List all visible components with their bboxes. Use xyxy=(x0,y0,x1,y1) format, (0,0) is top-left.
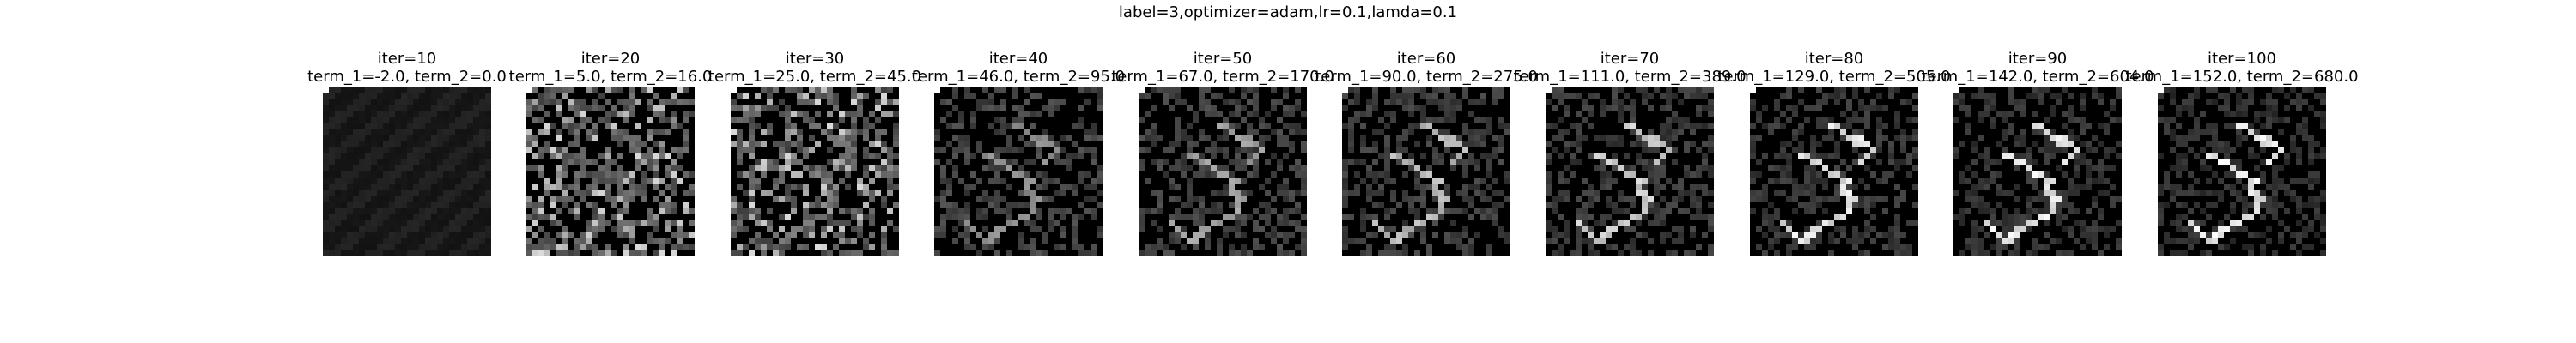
figure-suptitle: label=3,optimizer=adam,lr=0.1,lamda=0.1 xyxy=(1118,3,1458,21)
panel-iter-label: iter=30 xyxy=(785,50,845,68)
heatmap-image xyxy=(526,87,695,256)
panel-terms-label: term_1=142.0, term_2=604.0 xyxy=(1921,68,2154,86)
panel-terms-label: term_1=5.0, term_2=16.0 xyxy=(508,68,713,86)
heatmap-image xyxy=(934,87,1103,256)
panel-iter-90: iter=90 term_1=142.0, term_2=604.0 xyxy=(1921,0,2154,343)
heatmap-image xyxy=(1342,87,1510,256)
panel-iter-label: iter=80 xyxy=(1804,50,1864,68)
heatmap-image xyxy=(1546,87,1714,256)
panel-iter-label: iter=100 xyxy=(2208,50,2276,68)
heatmap-image xyxy=(2158,87,2326,256)
panel-terms-label: term_1=111.0, term_2=389.0 xyxy=(1513,68,1747,86)
panel-terms-label: term_1=67.0, term_2=170.0 xyxy=(1111,68,1334,86)
panel-iter-10: iter=10 term_1=-2.0, term_2=0.0 xyxy=(307,0,507,343)
panel-title: iter=30 term_1=25.0, term_2=45.0 xyxy=(679,50,951,86)
panel-terms-label: term_1=-2.0, term_2=0.0 xyxy=(307,68,507,86)
heatmap-image xyxy=(731,87,899,256)
panel-terms-label: term_1=152.0, term_2=680.0 xyxy=(2125,68,2359,86)
panel-iter-label: iter=40 xyxy=(988,50,1048,68)
panel-iter-label: iter=70 xyxy=(1600,50,1660,68)
panel-terms-label: term_1=46.0, term_2=95.0 xyxy=(911,68,1126,86)
panel-iter-label: iter=60 xyxy=(1396,50,1456,68)
panel-title: iter=60 term_1=90.0, term_2=275.0 xyxy=(1291,50,1562,86)
panel-iter-80: iter=80 term_1=129.0, term_2=505.0 xyxy=(1717,0,1951,343)
panel-title: iter=10 term_1=-2.0, term_2=0.0 xyxy=(271,50,543,86)
panel-iter-label: iter=90 xyxy=(2008,50,2068,68)
panel-terms-label: term_1=129.0, term_2=505.0 xyxy=(1717,68,1951,86)
panel-title: iter=100 term_1=152.0, term_2=680.0 xyxy=(2106,50,2378,86)
panel-title: iter=50 term_1=67.0, term_2=170.0 xyxy=(1087,50,1358,86)
heatmap-image xyxy=(1139,87,1307,256)
panel-iter-40: iter=40 term_1=46.0, term_2=95.0 xyxy=(912,0,1125,343)
panel-title: iter=80 term_1=129.0, term_2=505.0 xyxy=(1698,50,1970,86)
panel-iter-label: iter=50 xyxy=(1193,50,1253,68)
panel-iter-20: iter=20 term_1=5.0, term_2=16.0 xyxy=(509,0,712,343)
panel-iter-70: iter=70 term_1=111.0, term_2=389.0 xyxy=(1513,0,1747,343)
panel-iter-label: iter=10 xyxy=(377,50,437,68)
heatmap-image xyxy=(1953,87,2122,256)
panel-iter-100: iter=100 term_1=152.0, term_2=680.0 xyxy=(2125,0,2359,343)
panel-terms-label: term_1=90.0, term_2=275.0 xyxy=(1315,68,1538,86)
panel-iter-30: iter=30 term_1=25.0, term_2=45.0 xyxy=(708,0,921,343)
panel-title: iter=70 term_1=111.0, term_2=389.0 xyxy=(1494,50,1765,86)
heatmap-image xyxy=(323,87,491,256)
panel-terms-label: term_1=25.0, term_2=45.0 xyxy=(708,68,922,86)
panel-iter-label: iter=20 xyxy=(580,50,641,68)
panel-title: iter=90 term_1=142.0, term_2=604.0 xyxy=(1902,50,2173,86)
panel-title: iter=20 term_1=5.0, term_2=16.0 xyxy=(475,50,746,86)
heatmap-image xyxy=(1750,87,1918,256)
panel-title: iter=40 term_1=46.0, term_2=95.0 xyxy=(883,50,1154,86)
panel-iter-50: iter=50 term_1=67.0, term_2=170.0 xyxy=(1111,0,1334,343)
panel-iter-60: iter=60 term_1=90.0, term_2=275.0 xyxy=(1315,0,1538,343)
